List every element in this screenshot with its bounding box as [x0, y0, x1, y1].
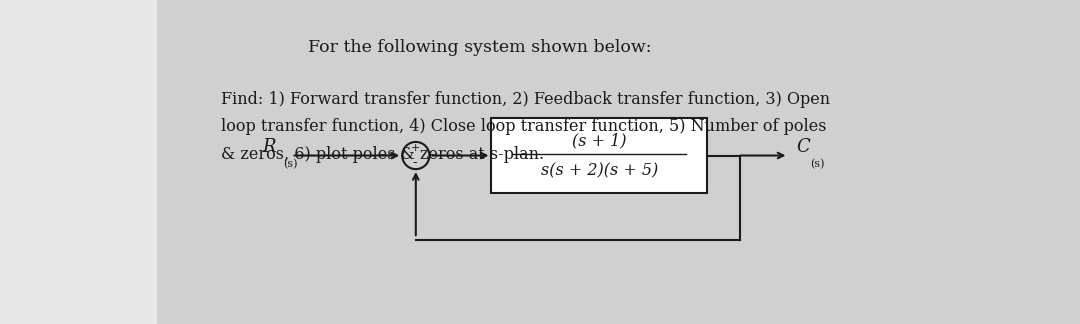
Text: For the following system shown below:: For the following system shown below:	[308, 39, 651, 56]
Text: R: R	[261, 138, 275, 156]
Text: s(s + 2)(s + 5): s(s + 2)(s + 5)	[541, 163, 658, 180]
Text: +: +	[411, 143, 420, 153]
Text: C: C	[796, 138, 810, 156]
Bar	[157, 0, 1080, 324]
Text: (s + 1): (s + 1)	[572, 133, 626, 150]
Text: Find: 1) Forward transfer function, 2) Feedback transfer function, 3) Open: Find: 1) Forward transfer function, 2) F…	[221, 91, 831, 108]
Bar	[491, 118, 707, 193]
Text: (s): (s)	[283, 159, 297, 169]
Text: loop transfer function, 4) Close loop transfer function, 5) Number of poles: loop transfer function, 4) Close loop tr…	[221, 118, 827, 135]
Text: -: -	[413, 156, 417, 169]
Text: (s): (s)	[810, 159, 824, 169]
Text: & zeros, 6) plot poles & zeros at s-plan.: & zeros, 6) plot poles & zeros at s-plan…	[221, 146, 544, 163]
